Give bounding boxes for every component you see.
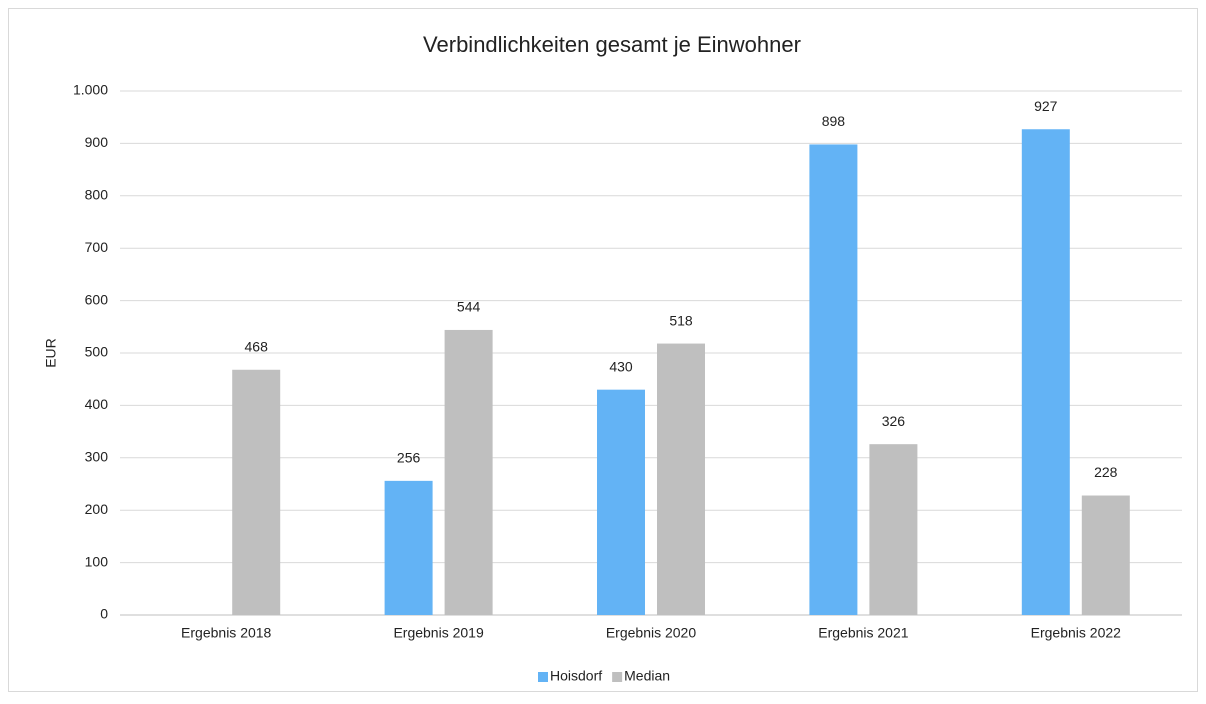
bar [384,480,433,615]
legend-swatch [612,672,623,682]
data-label: 544 [457,299,481,315]
data-label: 326 [882,413,906,429]
data-label: 256 [397,450,421,466]
x-tick-label: Ergebnis 2021 [818,625,909,641]
bar [1081,495,1130,615]
x-tick-label: Ergebnis 2022 [1031,625,1122,641]
bar [657,343,705,615]
x-tick-label: Ergebnis 2018 [181,625,272,641]
bar [232,369,281,615]
y-tick-label: 600 [85,291,109,307]
y-tick-label: 900 [85,134,109,150]
x-tick-label: Ergebnis 2019 [393,625,484,641]
y-tick-label: 1.000 [73,82,108,98]
legend-label: Hoisdorf [550,668,602,684]
bar [869,444,918,615]
data-label: 927 [1034,98,1058,114]
y-tick-label: 400 [85,396,109,412]
chart-title: Verbindlichkeiten gesamt je Einwohner [423,32,801,57]
data-label: 468 [245,338,269,354]
data-label: 898 [822,113,846,129]
y-tick-label: 500 [85,344,109,360]
x-tick-label: Ergebnis 2020 [606,625,697,641]
bar [809,144,858,615]
data-label: 228 [1094,464,1118,480]
y-tick-label: 700 [85,239,109,255]
legend-label: Median [624,668,670,684]
y-tick-label: 300 [85,449,109,465]
y-tick-label: 0 [100,606,108,622]
y-tick-label: 800 [85,187,109,203]
data-label: 430 [609,358,633,374]
data-label: 518 [669,312,693,328]
bar [1021,129,1070,615]
bar [444,329,493,615]
y-axis-label: EUR [43,338,59,368]
y-tick-label: 200 [85,501,109,517]
bar [597,389,645,615]
y-tick-label: 100 [85,553,109,569]
legend-swatch [538,672,548,682]
